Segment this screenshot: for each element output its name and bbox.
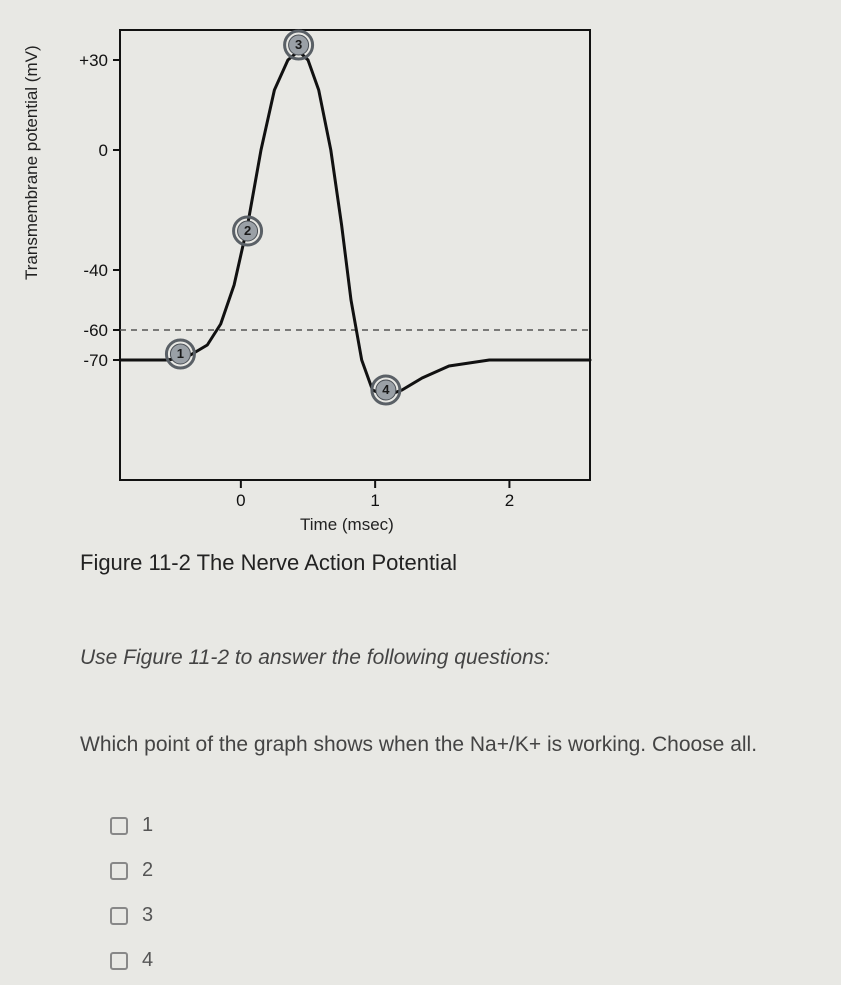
checkbox-2[interactable] bbox=[110, 862, 128, 880]
choice-row: 3 bbox=[110, 904, 821, 927]
svg-text:-40: -40 bbox=[83, 261, 108, 280]
svg-text:1: 1 bbox=[370, 491, 379, 510]
choice-label: 4 bbox=[142, 949, 153, 972]
action-potential-chart: +30 0 -40 -60 -70 0 1 2 1 2 3 4 bbox=[40, 20, 600, 535]
choice-label: 2 bbox=[142, 859, 153, 882]
chart-container: +300-40-60-700121234 bbox=[40, 20, 600, 500]
svg-text:2: 2 bbox=[244, 223, 251, 238]
checkbox-3[interactable] bbox=[110, 907, 128, 925]
svg-text:3: 3 bbox=[295, 37, 302, 52]
svg-text:4: 4 bbox=[382, 382, 390, 397]
svg-text:1: 1 bbox=[177, 346, 184, 361]
checkbox-4[interactable] bbox=[110, 952, 128, 970]
checkbox-1[interactable] bbox=[110, 817, 128, 835]
x-axis-label: Time (msec) bbox=[300, 515, 394, 535]
figure-area: +300-40-60-700121234 Transmembrane poten… bbox=[40, 20, 821, 972]
svg-text:2: 2 bbox=[505, 491, 514, 510]
question-text: Which point of the graph shows when the … bbox=[80, 730, 821, 759]
svg-text:0: 0 bbox=[236, 491, 245, 510]
svg-text:+30: +30 bbox=[79, 51, 108, 70]
figure-caption: Figure 11-2 The Nerve Action Potential bbox=[80, 550, 821, 576]
svg-text:-60: -60 bbox=[83, 321, 108, 340]
y-axis-label: Transmembrane potential (mV) bbox=[22, 45, 42, 280]
figure-instruction: Use Figure 11-2 to answer the following … bbox=[80, 646, 821, 670]
choice-label: 1 bbox=[142, 814, 153, 837]
svg-text:0: 0 bbox=[99, 141, 108, 160]
choice-row: 1 bbox=[110, 814, 821, 837]
choice-list: 1 2 3 4 bbox=[110, 814, 821, 972]
choice-row: 2 bbox=[110, 859, 821, 882]
choice-row: 4 bbox=[110, 949, 821, 972]
svg-text:-70: -70 bbox=[83, 351, 108, 370]
choice-label: 3 bbox=[142, 904, 153, 927]
